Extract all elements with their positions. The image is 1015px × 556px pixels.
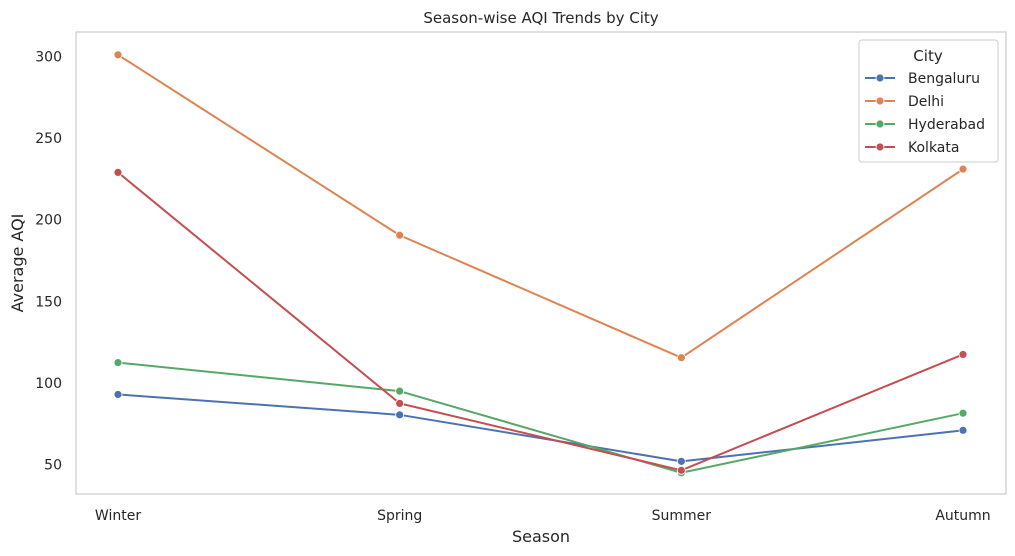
x-axis-ticks: Winter Spring Summer Autumn	[95, 508, 991, 524]
data-point-kolkata	[395, 398, 405, 408]
legend: City Bengaluru Delhi Hyderabad Kolkata	[858, 39, 999, 163]
series-delhi	[113, 50, 968, 363]
y-tick-label: 250	[35, 131, 62, 147]
y-axis-title: Average AQI	[8, 214, 27, 313]
legend-marker	[875, 119, 885, 129]
y-tick-label: 100	[35, 376, 62, 392]
series-bengaluru	[113, 390, 968, 466]
data-point-bengaluru	[395, 410, 405, 420]
data-point-hyderabad	[395, 386, 405, 396]
data-point-delhi	[958, 164, 968, 174]
x-tick-label: Spring	[377, 508, 422, 524]
data-point-delhi	[676, 353, 686, 363]
legend-marker	[875, 73, 885, 83]
series-layer	[113, 50, 968, 478]
x-axis-title: Season	[512, 527, 570, 546]
legend-label: Kolkata	[908, 140, 959, 156]
legend-marker	[875, 96, 885, 106]
x-tick-label: Autumn	[935, 508, 990, 524]
series-line-kolkata	[117, 171, 964, 472]
series-line-delhi	[117, 54, 964, 359]
series-kolkata	[113, 167, 968, 475]
legend-item-hyderabad: Hyderabad	[865, 117, 985, 133]
legend-item-kolkata: Kolkata	[865, 140, 959, 156]
legend-label: Hyderabad	[908, 117, 985, 133]
legend-item-delhi: Delhi	[865, 94, 944, 110]
data-point-kolkata	[676, 465, 686, 475]
data-point-bengaluru	[958, 425, 968, 435]
legend-label: Bengaluru	[908, 71, 980, 87]
y-tick-label: 150	[35, 294, 62, 310]
plot-area	[75, 31, 1007, 495]
y-tick-label: 50	[44, 458, 62, 474]
y-tick-label: 300	[35, 49, 62, 65]
y-tick-label: 200	[35, 213, 62, 229]
x-tick-label: Summer	[652, 508, 712, 524]
x-tick-label: Winter	[95, 508, 141, 524]
data-point-delhi	[395, 230, 405, 240]
series-line-bengaluru	[117, 393, 964, 463]
legend-item-bengaluru: Bengaluru	[865, 71, 980, 87]
y-axis-ticks: 50 100 150 200 250 300	[35, 49, 62, 473]
legend-box	[858, 39, 999, 163]
data-point-kolkata	[958, 350, 968, 359]
data-point-bengaluru	[113, 390, 123, 399]
data-point-delhi	[113, 50, 123, 60]
legend-title: City	[913, 47, 943, 65]
data-point-hyderabad	[958, 408, 968, 418]
legend-items: Bengaluru Delhi Hyderabad Kolkata	[865, 71, 985, 156]
chart-title: Season-wise AQI Trends by City	[423, 9, 658, 27]
data-point-hyderabad	[113, 358, 123, 367]
data-point-bengaluru	[676, 456, 686, 466]
legend-marker	[875, 142, 885, 152]
series-line-hyderabad	[117, 361, 964, 474]
legend-label: Delhi	[908, 94, 944, 110]
data-point-kolkata	[113, 167, 123, 177]
